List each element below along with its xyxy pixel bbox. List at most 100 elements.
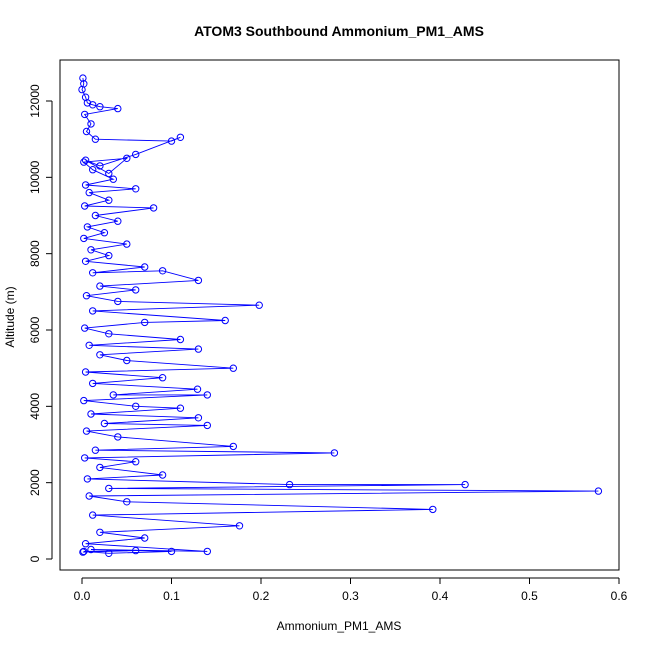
x-tick-label: 0.6 [611,589,628,603]
data-point [79,74,87,82]
data-point [594,487,603,495]
data-point [429,505,437,514]
y-tick-label: 10000 [28,160,42,194]
data-point [89,101,97,109]
data-point [87,545,95,554]
y-axis-label: Altitude (m) [3,286,17,347]
y-tick-label: 12000 [28,84,42,118]
data-point [123,356,131,365]
data-point [100,419,109,428]
data-point [89,269,97,277]
data-point [96,528,104,536]
y-tick-label: 4000 [28,393,42,420]
data-point [81,110,89,119]
data-point [167,137,176,145]
data-point [91,211,100,220]
data-point [89,166,97,174]
x-axis: 0.0 0.1 0.2 0.3 0.4 0.5 0.6 [74,577,628,603]
data-point [176,335,185,344]
data-point [96,351,104,359]
data-point [81,368,90,376]
data-point [85,492,93,500]
data-point [132,185,140,193]
data-point [91,135,100,143]
data-point [100,229,109,237]
data-point [114,104,122,113]
data-point [203,547,212,556]
plot-frame [59,59,620,571]
data-point [80,547,88,556]
data-point [132,402,140,410]
data-point [109,175,118,183]
data-point [221,316,229,325]
data-point [105,484,113,493]
y-tick-label: 0 [28,555,42,562]
data-point [81,257,90,265]
data-point [81,181,90,189]
y-tick-label: 8000 [28,240,42,267]
data-point [114,217,122,225]
data-point [330,449,339,457]
data-point [176,404,185,412]
data-point [81,540,90,548]
data-point [105,330,113,338]
data-point [96,103,104,111]
x-tick-label: 0.2 [253,589,270,603]
data-point [193,385,202,393]
x-axis-label: Ammonium_PM1_AMS [277,619,402,633]
data-point [82,427,91,435]
data-point [87,120,95,128]
data-point [461,480,469,489]
data-point [89,511,97,519]
x-tick-label: 0.3 [342,589,359,603]
data-point [285,480,294,489]
x-tick-label: 0.1 [163,589,180,603]
data-point [83,223,92,231]
data-point [89,307,97,315]
data-point [194,276,203,285]
data-point [82,292,91,300]
data-point [158,267,167,275]
data-point [123,154,131,163]
data-point [96,162,104,170]
data-point [85,188,93,197]
data-point [141,263,149,271]
data-point [132,546,140,555]
data-point [132,286,140,294]
x-tick-label: 0.5 [521,589,538,603]
data-point [83,99,92,107]
data-point [87,246,95,254]
data-point [81,324,89,332]
data-point [105,251,113,260]
series-line [81,78,599,554]
data-point [114,297,122,306]
data-point [123,240,131,248]
data-point [78,85,86,94]
data-point [158,374,167,382]
y-axis: 0 2000 4000 6000 8000 10000 12000 [28,84,53,562]
data-point [79,548,87,556]
data-point [203,421,212,430]
data-point [176,133,185,142]
data-point [80,396,88,405]
data-point [89,379,97,388]
data-point [109,391,118,399]
data-point [82,127,91,136]
data-point [81,156,90,164]
chart-title: ATOM3 Southbound Ammonium_PM1_AMS [194,23,484,39]
data-point [83,475,92,483]
data-point [132,458,140,466]
data-point [105,549,113,557]
data-point [167,547,176,556]
plot-area [78,74,603,557]
data-point [194,414,203,422]
data-point [255,301,263,309]
data-point [194,345,203,353]
data-point [123,498,131,506]
data-point [235,522,244,530]
data-point [203,391,212,399]
data-point [80,234,88,243]
x-tick-label: 0.0 [74,589,91,603]
data-point [141,318,149,327]
x-tick-label: 0.4 [432,589,449,603]
